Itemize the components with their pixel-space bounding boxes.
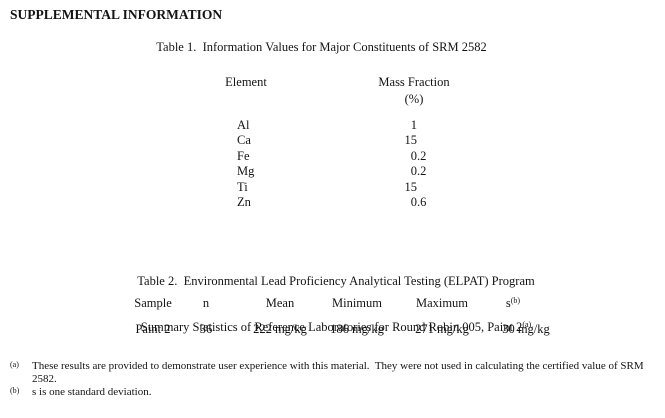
table2-header-s: s(b) [505, 296, 521, 310]
table-cell-value: 0.2 [410, 148, 427, 163]
footnote-b-marker: (b) [10, 386, 20, 396]
table-cell-element: Zn [237, 195, 251, 210]
table-cell-element: Mg [237, 164, 255, 179]
table2-title: Table 2. Environmental Lead Proficiency … [7, 243, 665, 367]
table-cell-value: 15 [404, 179, 418, 194]
table2-title-line1: Table 2. Environmental Lead Proficiency … [137, 273, 535, 288]
footnote-b-reference: (b) [510, 296, 521, 305]
table2-header-mean: Mean [265, 296, 295, 310]
footnote-a-reference: (a) [522, 320, 532, 330]
table-cell-value: 0.6 [410, 195, 427, 210]
footnote-b: (b) s is one standard deviation. [10, 386, 648, 399]
table1-header-mass-fraction-label: Mass Fraction [378, 75, 450, 89]
table-cell-element: Ti [237, 179, 248, 194]
table-cell-value: 15 [404, 133, 418, 148]
table-cell-element: Ca [237, 133, 251, 148]
table-cell-n: 36 [199, 322, 213, 336]
table1-header-mass-fraction-unit: (%) [404, 91, 424, 106]
footnotes: (a) These results are provided to demonst… [10, 360, 648, 400]
table2-header-n: n [202, 296, 210, 310]
table1-title: Table 1. Information Values for Major Co… [156, 40, 487, 54]
table-cell-value: 1 [410, 118, 417, 132]
table2-header-minimum: Minimum [331, 296, 382, 310]
table1-value-column: 1 15 0.2 0.2 15 0.6 [360, 118, 427, 211]
table-cell-mean: 222 mg/kg [253, 322, 307, 336]
table-cell-sample: Paint 2 [135, 322, 171, 336]
table2-title-line2: Summary Statistics of Reference Laborato… [140, 320, 532, 335]
page-title: SUPPLEMENTAL INFORMATION [10, 7, 223, 22]
table-cell-element: Al [237, 118, 250, 132]
table1-header-mass-fraction: Mass Fraction (%) [369, 74, 459, 107]
table-cell-s: 30 mg/kg [502, 322, 550, 336]
footnote-a-text: These results are provided to demonstrat… [32, 360, 647, 386]
table2-header-maximum: Maximum [415, 296, 469, 310]
table2-header-row: Sample n Mean Minimum Maximum s(b) [0, 296, 665, 312]
table-cell-maximum: 271 mg/kg [415, 322, 469, 336]
table2-header-sample: Sample [134, 296, 172, 310]
table1-header-element: Element [225, 75, 267, 89]
table-cell-minimum: 186 mg/kg [330, 322, 384, 336]
footnote-a-marker: (a) [10, 360, 19, 369]
table1-element-column: Al Ca Fe Mg Ti Zn [237, 118, 254, 211]
table2-data-row: Paint 2 36 222 mg/kg 186 mg/kg 271 mg/kg… [0, 322, 665, 338]
table-cell-value: 0.2 [410, 164, 427, 179]
footnote-b-text: s is one standard deviation. [32, 386, 152, 399]
footnote-a: (a) These results are provided to demonst… [10, 360, 648, 386]
table-cell-element: Fe [237, 148, 250, 163]
